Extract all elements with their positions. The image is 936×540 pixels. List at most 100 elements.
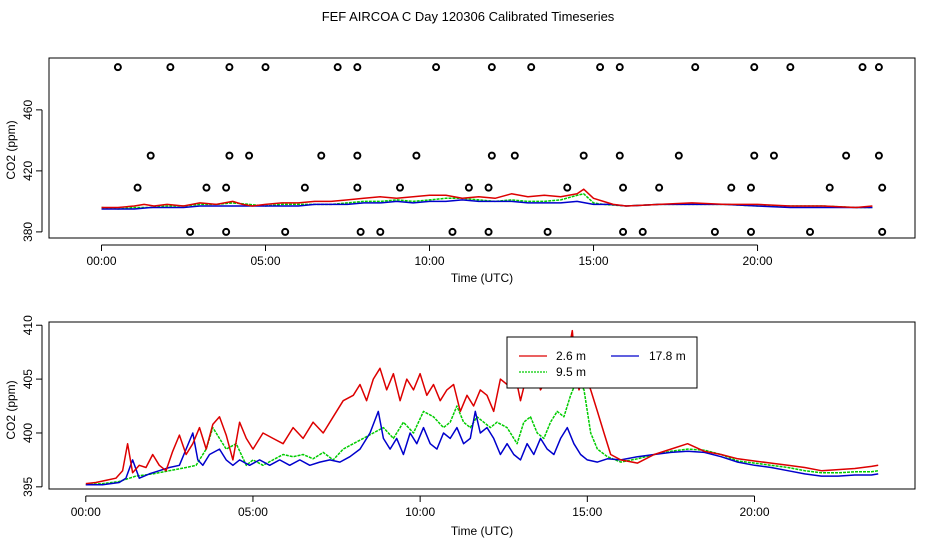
bottom-x-axis: 00:00 05:00 10:00 15:00 20:00 <box>71 495 770 519</box>
flag-marker <box>487 63 496 72</box>
top-panel: 00:00 05:00 10:00 15:00 20:00 380 420 460 Time… <box>4 57 916 285</box>
flag-marker <box>878 227 887 236</box>
flag-marker <box>769 151 778 160</box>
flag-marker <box>727 183 736 192</box>
top-markers-group <box>113 63 887 236</box>
flag-marker <box>133 183 142 192</box>
top-x-tick-label: 05:00 <box>250 254 280 268</box>
flag-marker <box>674 151 683 160</box>
flag-marker <box>579 151 588 160</box>
flag-marker <box>750 151 759 160</box>
flag-marker <box>484 183 493 192</box>
flag-marker <box>806 227 815 236</box>
bottom-x-tick-label: 15:00 <box>572 505 602 519</box>
flag-marker <box>750 63 759 72</box>
top-series-2-6-m <box>101 188 873 209</box>
flag-marker <box>225 63 234 72</box>
flag-marker <box>858 63 867 72</box>
flag-marker <box>448 227 457 236</box>
flag-marker <box>300 183 309 192</box>
bottom-y-tick-label: 405 <box>21 369 35 389</box>
flag-marker <box>655 183 664 192</box>
bottom-x-tick-label: 20:00 <box>739 505 769 519</box>
bottom-series-2-6-m <box>85 329 879 485</box>
top-x-axis-label: Time (UTC) <box>451 271 513 285</box>
flag-marker <box>353 183 362 192</box>
flag-marker <box>353 63 362 72</box>
flag-marker <box>842 151 851 160</box>
flag-marker <box>166 63 175 72</box>
flag-marker <box>222 183 231 192</box>
flag-marker <box>596 63 605 72</box>
flag-marker <box>356 227 365 236</box>
flag-marker <box>563 183 572 192</box>
bottom-panel: 00:00 05:00 10:00 15:00 20:00 395 400 405 410 T… <box>4 315 916 538</box>
flag-marker <box>825 183 834 192</box>
top-series-group <box>101 188 873 210</box>
top-y-tick-label: 380 <box>21 222 35 242</box>
flag-marker <box>395 183 404 192</box>
flag-marker <box>464 183 473 192</box>
flag-marker <box>638 227 647 236</box>
bottom-x-axis-label: Time (UTC) <box>451 524 513 538</box>
bottom-y-tick-label: 400 <box>21 423 35 443</box>
bottom-y-tick-label: 410 <box>21 315 35 335</box>
flag-marker <box>281 227 290 236</box>
bottom-y-tick-label: 395 <box>21 477 35 497</box>
top-x-tick-label: 20:00 <box>743 254 773 268</box>
top-plot-frame <box>48 57 916 239</box>
legend-box <box>506 336 698 389</box>
legend-label-2-6m: 2.6 m <box>556 349 586 363</box>
flag-marker <box>510 151 519 160</box>
legend: 2.6 m 17.8 m 9.5 m <box>506 336 698 389</box>
bottom-x-tick-label: 05:00 <box>238 505 268 519</box>
page-title: FEF AIRCOA C Day 120306 Calibrated Times… <box>321 9 615 24</box>
flag-marker <box>376 227 385 236</box>
top-x-tick-label: 15:00 <box>579 254 609 268</box>
top-y-axis-label: CO2 (ppm) <box>4 120 18 179</box>
flag-marker <box>746 227 755 236</box>
flag-marker <box>786 63 795 72</box>
top-y-axis: 380 420 460 <box>21 100 43 242</box>
flag-marker <box>222 227 231 236</box>
flag-marker <box>432 63 441 72</box>
flag-marker <box>878 183 887 192</box>
flag-marker <box>619 183 628 192</box>
flag-marker <box>874 151 883 160</box>
flag-marker <box>353 151 362 160</box>
flag-marker <box>245 151 254 160</box>
top-y-tick-label: 420 <box>21 161 35 181</box>
flag-marker <box>615 63 624 72</box>
flag-marker <box>710 227 719 236</box>
top-x-tick-label: 10:00 <box>414 254 444 268</box>
flag-marker <box>317 151 326 160</box>
flag-marker <box>487 151 496 160</box>
top-x-axis: 00:00 05:00 10:00 15:00 20:00 <box>86 244 773 268</box>
flag-marker <box>691 63 700 72</box>
flag-marker <box>261 63 270 72</box>
flag-marker <box>202 183 211 192</box>
flag-marker <box>333 63 342 72</box>
flag-marker <box>615 151 624 160</box>
flag-marker <box>412 151 421 160</box>
flag-marker <box>543 227 552 236</box>
bottom-plot-frame <box>48 321 916 490</box>
flag-marker <box>186 227 195 236</box>
legend-label-17-8m: 17.8 m <box>649 349 686 363</box>
bottom-y-axis: 395 400 405 410 <box>21 315 43 497</box>
flag-marker <box>484 227 493 236</box>
bottom-x-tick-label: 00:00 <box>71 505 101 519</box>
top-x-tick-label: 00:00 <box>86 254 116 268</box>
flag-marker <box>874 63 883 72</box>
bottom-x-tick-label: 10:00 <box>405 505 435 519</box>
bottom-y-axis-label: CO2 (ppm) <box>4 380 18 439</box>
bottom-series-9-5-m <box>85 378 879 486</box>
flag-marker <box>746 183 755 192</box>
flag-marker <box>225 151 234 160</box>
legend-label-9-5m: 9.5 m <box>556 365 586 379</box>
flag-marker <box>619 227 628 236</box>
top-y-tick-label: 460 <box>21 100 35 120</box>
bottom-series-17-8-m <box>85 410 879 486</box>
bottom-series-group <box>85 329 879 486</box>
